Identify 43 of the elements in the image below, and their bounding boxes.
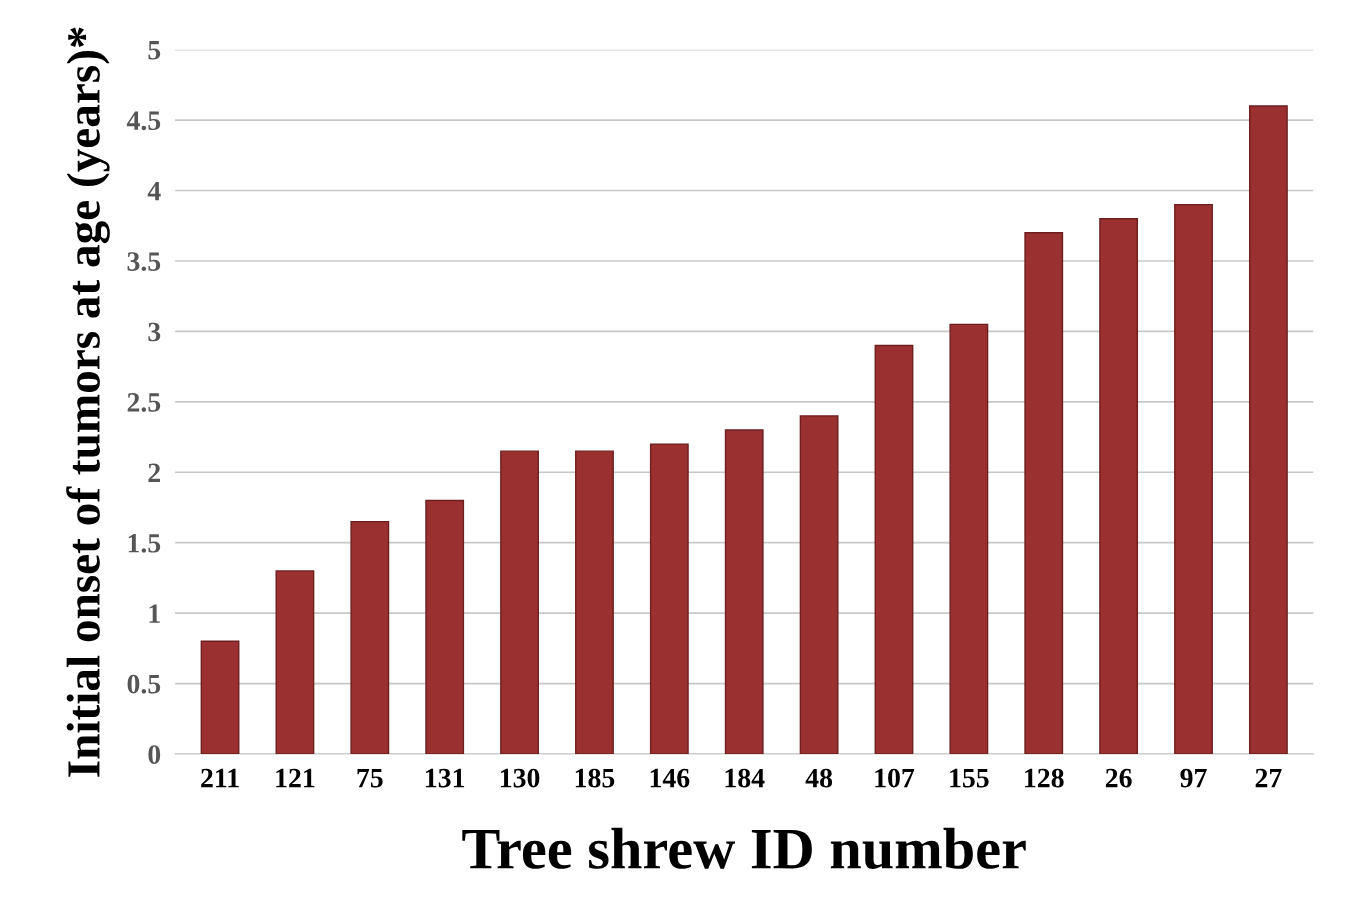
y-tick-label: 1.5 <box>128 534 161 553</box>
y-tick-label: 2 <box>148 463 161 482</box>
y-tick-label: 1 <box>149 604 160 623</box>
bar <box>200 640 240 755</box>
x-tick-label: 130 <box>500 768 540 788</box>
x-tick-label: 185 <box>575 768 615 788</box>
bar <box>500 450 539 755</box>
x-axis-title: Tree shrew ID number <box>462 827 1026 869</box>
x-tick-label: 97 <box>1180 768 1207 788</box>
bar <box>275 570 315 755</box>
bar <box>575 450 614 755</box>
x-tick-label: 131 <box>426 768 465 788</box>
x-tick-label: 121 <box>276 768 315 788</box>
y-tick-label: 5 <box>148 41 161 60</box>
bar <box>1024 232 1064 755</box>
bar <box>874 344 914 755</box>
bar <box>649 443 689 755</box>
y-tick-label: 4.5 <box>126 111 161 131</box>
x-tick-label: 27 <box>1255 768 1282 788</box>
x-tick-label: 128 <box>1025 768 1064 788</box>
y-tick-label: 0.5 <box>127 674 161 694</box>
y-tick-label: 3.5 <box>127 252 161 271</box>
y-tick-label: 0 <box>148 745 161 764</box>
y-tick-label: 4 <box>147 181 161 201</box>
x-tick-label: 155 <box>950 768 989 788</box>
bar <box>949 323 989 755</box>
x-tick-label: 48 <box>805 768 833 788</box>
x-tick-label: 146 <box>650 768 690 788</box>
x-tick-label: 184 <box>725 768 765 788</box>
x-tick-label: 107 <box>875 768 915 788</box>
bar <box>1248 105 1288 755</box>
x-tick-label: 26 <box>1105 768 1132 788</box>
bar <box>724 429 764 755</box>
y-axis-title: Initial onset of tumors at age (years)* <box>66 27 110 777</box>
bar <box>425 499 465 755</box>
y-tick-label: 2.5 <box>127 393 161 412</box>
x-tick-label: 75 <box>357 768 383 788</box>
x-tick-label: 211 <box>201 768 239 788</box>
bar <box>350 520 390 755</box>
bar <box>1099 218 1139 755</box>
bar <box>1174 203 1213 755</box>
y-tick-label: 3 <box>148 322 161 342</box>
bar <box>799 415 839 755</box>
